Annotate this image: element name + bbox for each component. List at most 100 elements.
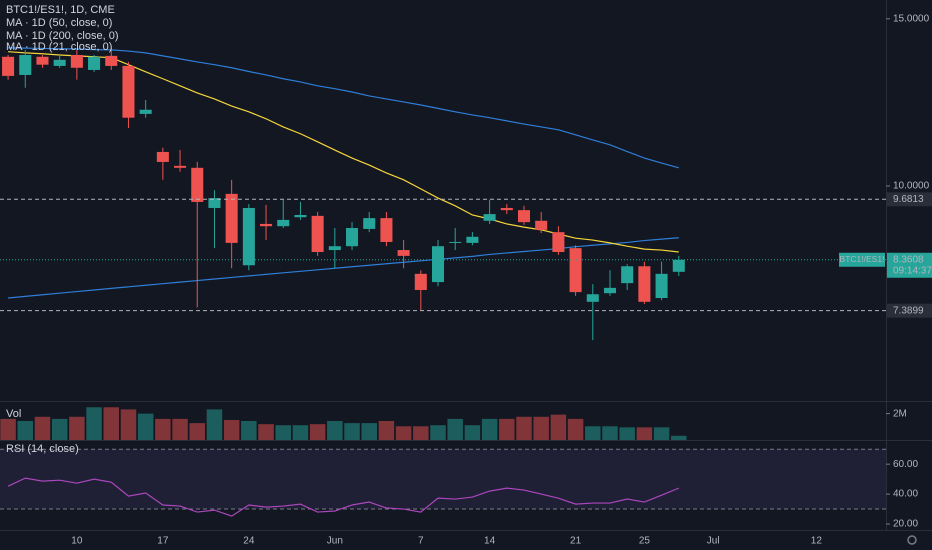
volume-bar (567, 418, 584, 440)
candle-body (105, 55, 118, 66)
candle-body (431, 246, 445, 283)
moving-average-line (8, 47, 679, 169)
candle-body (586, 294, 599, 302)
candle-body (53, 59, 66, 66)
rsi-band-fill (0, 449, 886, 510)
candle-body (466, 236, 479, 243)
last-price-label: 8.3608 (893, 254, 924, 265)
candle-body (260, 223, 273, 227)
candle-body (483, 214, 496, 221)
chart-title: BTC1!/ES1!, 1D, CME (6, 4, 115, 16)
candle-body (156, 151, 169, 162)
volume-bar (17, 421, 34, 440)
candle-body (603, 287, 617, 294)
candle-body (328, 246, 341, 251)
candle-body (225, 193, 238, 243)
volume-bar (499, 418, 515, 440)
volume-bar (464, 425, 481, 440)
volume-bar (447, 418, 463, 440)
x-tick-label: 10 (71, 536, 83, 547)
volume-bar (120, 409, 137, 440)
x-tick-label: 17 (157, 536, 169, 547)
volume-bar (602, 426, 618, 440)
candle-body (380, 218, 393, 242)
volume-bar (34, 416, 51, 440)
x-tick-label: 25 (639, 536, 651, 547)
volume-bar (137, 413, 154, 440)
plot: 10 17 24 Jun 7 14 21 25 Jul 12 15.0000 10.0000 9.681… (0, 13, 932, 547)
countdown-label: 09:14:37 (893, 265, 932, 276)
candle-body (397, 250, 410, 256)
candle-body (638, 266, 651, 302)
candle-body (2, 56, 15, 76)
price-label-box (887, 303, 932, 318)
volume-bar (395, 426, 412, 440)
volume-bar (516, 416, 532, 440)
volume-bar (671, 435, 687, 440)
volume-bar (619, 427, 635, 440)
volume-bar (636, 427, 653, 440)
x-tick-label: 14 (484, 536, 496, 547)
candle-body (19, 54, 32, 75)
volume-bar (241, 421, 257, 440)
moving-average-line (8, 51, 679, 253)
volume-bar (103, 407, 120, 440)
volume-bar (275, 425, 291, 440)
volume-bar (309, 424, 326, 440)
moving-average-line (8, 237, 679, 299)
candle-body (346, 228, 359, 247)
candle-body (88, 56, 101, 70)
rsi-line (7, 477, 679, 517)
legend-entry: MA · 1D (50, close, 0) (6, 17, 112, 29)
price-line-label: 9.6813 (893, 194, 924, 205)
volume-bar (344, 423, 360, 440)
volume-bar (585, 426, 601, 440)
candle-body (191, 167, 204, 202)
volume-bar (69, 416, 85, 440)
volume-bar (0, 418, 16, 440)
y-tick-label: 15.0000 (893, 13, 930, 24)
volume-title: Vol (6, 408, 21, 420)
volume-bar (206, 409, 223, 440)
price-label-box (887, 192, 932, 207)
volume-bar (172, 418, 188, 440)
volume-bar (653, 427, 670, 440)
candle-body (36, 56, 49, 65)
x-tick-label: 21 (570, 536, 582, 547)
x-tick-label: 12 (811, 536, 823, 547)
candle-body (449, 241, 462, 243)
candle-body (277, 219, 290, 227)
candle-body (311, 215, 324, 252)
x-tick-label: 7 (418, 536, 424, 547)
candle-body (552, 232, 565, 252)
volume-bar (292, 425, 309, 440)
volume-bar (550, 414, 567, 440)
settings-icon[interactable] (907, 535, 917, 545)
candle-body (122, 65, 135, 118)
volume-bar (533, 416, 549, 440)
volume-bar (258, 424, 274, 440)
y-tick-label: 60.00 (893, 459, 918, 470)
candle-body (174, 165, 187, 168)
volume-bar (189, 423, 205, 440)
candle-body (621, 266, 634, 284)
volume-bar (361, 423, 377, 440)
y-tick-label: 40.00 (893, 489, 918, 500)
volume-bar (327, 421, 343, 440)
x-tick-label: 24 (243, 536, 255, 547)
candle-body (70, 54, 83, 68)
volume-bar (223, 419, 240, 440)
candle-body (535, 220, 548, 230)
price-line-label: 7.3899 (893, 305, 924, 316)
volume-bar (86, 407, 102, 440)
volume-bar (413, 426, 429, 440)
candle-body (569, 248, 582, 293)
legend-entry: MA · 1D (21, close, 0) (6, 41, 112, 53)
legend-entry: MA · 1D (200, close, 0) (6, 30, 119, 42)
y-tick-label: 10.0000 (893, 181, 930, 192)
x-tick-label: Jul (707, 536, 720, 547)
rsi-title: RSI (14, close) (6, 443, 79, 455)
